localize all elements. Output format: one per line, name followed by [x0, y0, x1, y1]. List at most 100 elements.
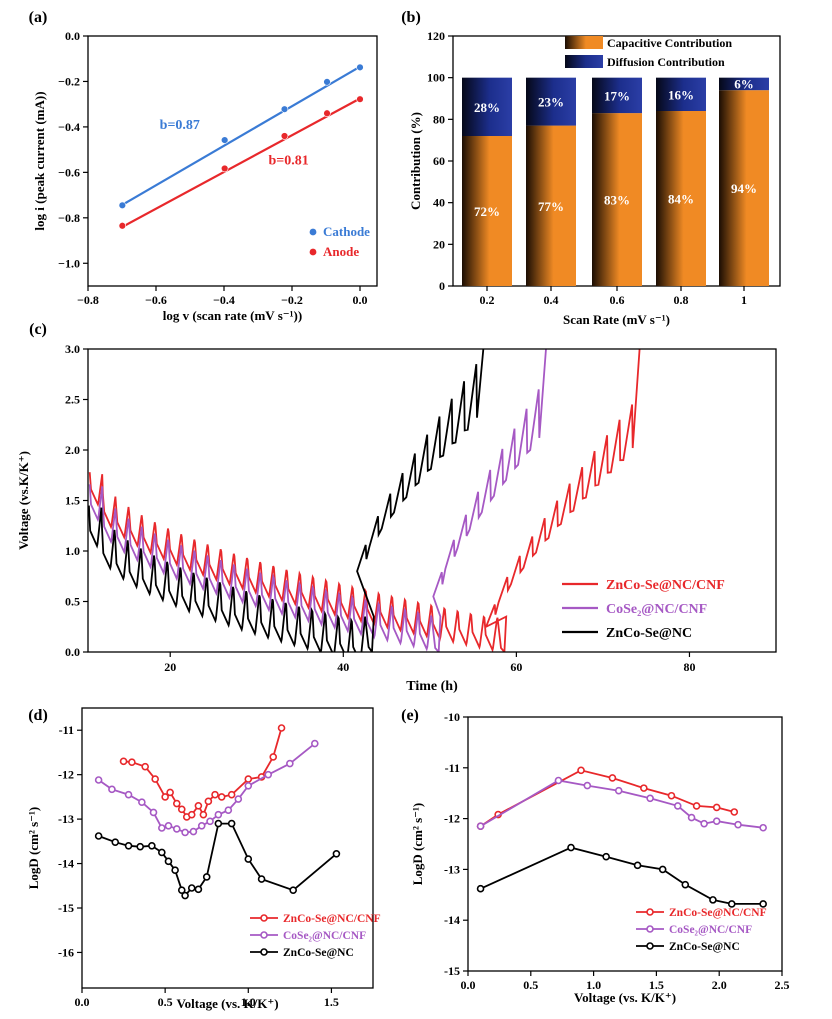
data-label-diffusion: 16%	[668, 87, 694, 102]
panel-label-e: (e)	[401, 707, 419, 724]
panel-label-b: (b)	[401, 9, 421, 26]
x-axis-label: Voltage (vs. K/K⁺)	[574, 990, 676, 1005]
legend-label: CoSe₂@NC/CNF	[606, 602, 707, 617]
legend-marker	[260, 948, 268, 956]
legend-swatch	[565, 36, 603, 49]
slope-annotation: b=0.87	[160, 118, 200, 133]
data-point	[194, 801, 203, 810]
data-point	[177, 886, 186, 895]
fit-line-cathode	[121, 65, 361, 206]
y-tick-label: 120	[427, 29, 445, 43]
y-tick-label: 60	[433, 154, 445, 168]
x-axis-label: Scan Rate (mV s⁻¹)	[563, 312, 670, 327]
data-point	[712, 803, 721, 812]
data-point	[149, 808, 158, 817]
y-axis-label: Voltage (vs.K/K⁺)	[16, 451, 31, 550]
data-point	[124, 790, 133, 799]
data-point	[199, 810, 208, 819]
data-point-cathode	[356, 63, 364, 72]
x-tick-label: 1.0	[586, 978, 601, 992]
data-point	[692, 802, 701, 810]
data-point	[667, 791, 676, 800]
data-point-anode	[118, 222, 127, 230]
y-tick-label: -13	[444, 862, 460, 876]
bar-capacitive	[526, 125, 576, 286]
data-point	[269, 753, 278, 761]
data-point	[700, 819, 708, 828]
x-tick-label: 1.0	[241, 995, 256, 1009]
y-axis-label: Contribution (%)	[408, 112, 423, 210]
x-tick-label: 0.5	[523, 978, 538, 992]
data-point	[633, 861, 642, 870]
data-point	[197, 821, 206, 830]
x-tick-label: 0.8	[674, 293, 689, 307]
bar-diffusion	[526, 77, 576, 126]
x-tick-label: 60	[510, 660, 522, 674]
x-tick-label: 0.0	[461, 978, 476, 992]
x-tick-label: 2.5	[775, 978, 790, 992]
series-line-2	[88, 349, 485, 652]
data-point	[158, 848, 166, 857]
y-tick-label: −0.6	[58, 165, 80, 179]
y-tick-label: 0.5	[65, 595, 80, 609]
data-label-capacitive: 94%	[731, 181, 757, 196]
legend-marker	[309, 228, 317, 236]
bar-diffusion	[462, 77, 512, 136]
data-point-anode	[280, 132, 289, 140]
y-tick-label: −0.2	[58, 74, 80, 88]
x-tick-label: −0.2	[281, 293, 303, 307]
series-line-0	[88, 349, 641, 652]
data-point	[730, 808, 739, 816]
data-point	[119, 757, 128, 766]
data-point	[227, 819, 236, 828]
data-point	[332, 849, 341, 858]
data-point	[206, 817, 214, 826]
data-point	[244, 781, 253, 790]
panel-d: 0.0 0.5 1.0 1.5 -11 -12 -13 -14 -15 -16 (d) Voltage…	[26, 707, 381, 1011]
data-point	[171, 866, 179, 875]
y-tick-label: −1.0	[58, 256, 80, 270]
data-point	[164, 821, 173, 830]
data-point	[727, 900, 736, 908]
data-point	[214, 819, 223, 828]
y-tick-label: -10	[444, 710, 460, 724]
series-line-0	[123, 727, 283, 819]
plot-frame	[87, 35, 378, 287]
data-point	[138, 798, 146, 807]
data-label-capacitive: 72%	[474, 204, 500, 219]
y-tick-label: 3.0	[65, 342, 80, 356]
data-point	[111, 838, 120, 847]
legend-marker	[260, 931, 268, 939]
data-point-cathode	[118, 201, 127, 210]
data-point	[94, 832, 103, 840]
bar-capacitive	[656, 111, 706, 286]
data-point-cathode	[323, 78, 331, 86]
x-tick-label: −0.4	[213, 293, 235, 307]
panel-label-a: (a)	[29, 9, 48, 26]
data-point	[187, 884, 196, 892]
y-tick-label: -16	[58, 945, 74, 959]
y-tick-label: 2.0	[65, 443, 80, 457]
x-tick-label: 0.2	[480, 293, 495, 307]
plot-frame	[467, 716, 783, 972]
data-point	[124, 841, 133, 850]
data-point	[289, 886, 297, 895]
series-line-0	[480, 769, 735, 827]
legend-label: Capacitive Contribution	[607, 36, 732, 50]
data-point	[608, 774, 617, 782]
series-line-1	[480, 779, 764, 829]
data-point	[161, 793, 169, 801]
x-tick-label: 0.4	[544, 293, 559, 307]
legend-marker	[646, 925, 654, 933]
x-tick-label: 0.6	[610, 293, 625, 307]
y-tick-label: −0.4	[58, 120, 80, 134]
x-tick-label: 40	[337, 660, 349, 674]
series-line-2	[480, 846, 764, 905]
series-line-1	[98, 742, 316, 834]
x-tick-label: 0.0	[75, 995, 90, 1009]
data-point-anode	[220, 164, 229, 173]
data-label-diffusion: 23%	[538, 95, 564, 110]
bar-capacitive	[592, 113, 642, 286]
y-tick-label: 0	[439, 279, 445, 293]
